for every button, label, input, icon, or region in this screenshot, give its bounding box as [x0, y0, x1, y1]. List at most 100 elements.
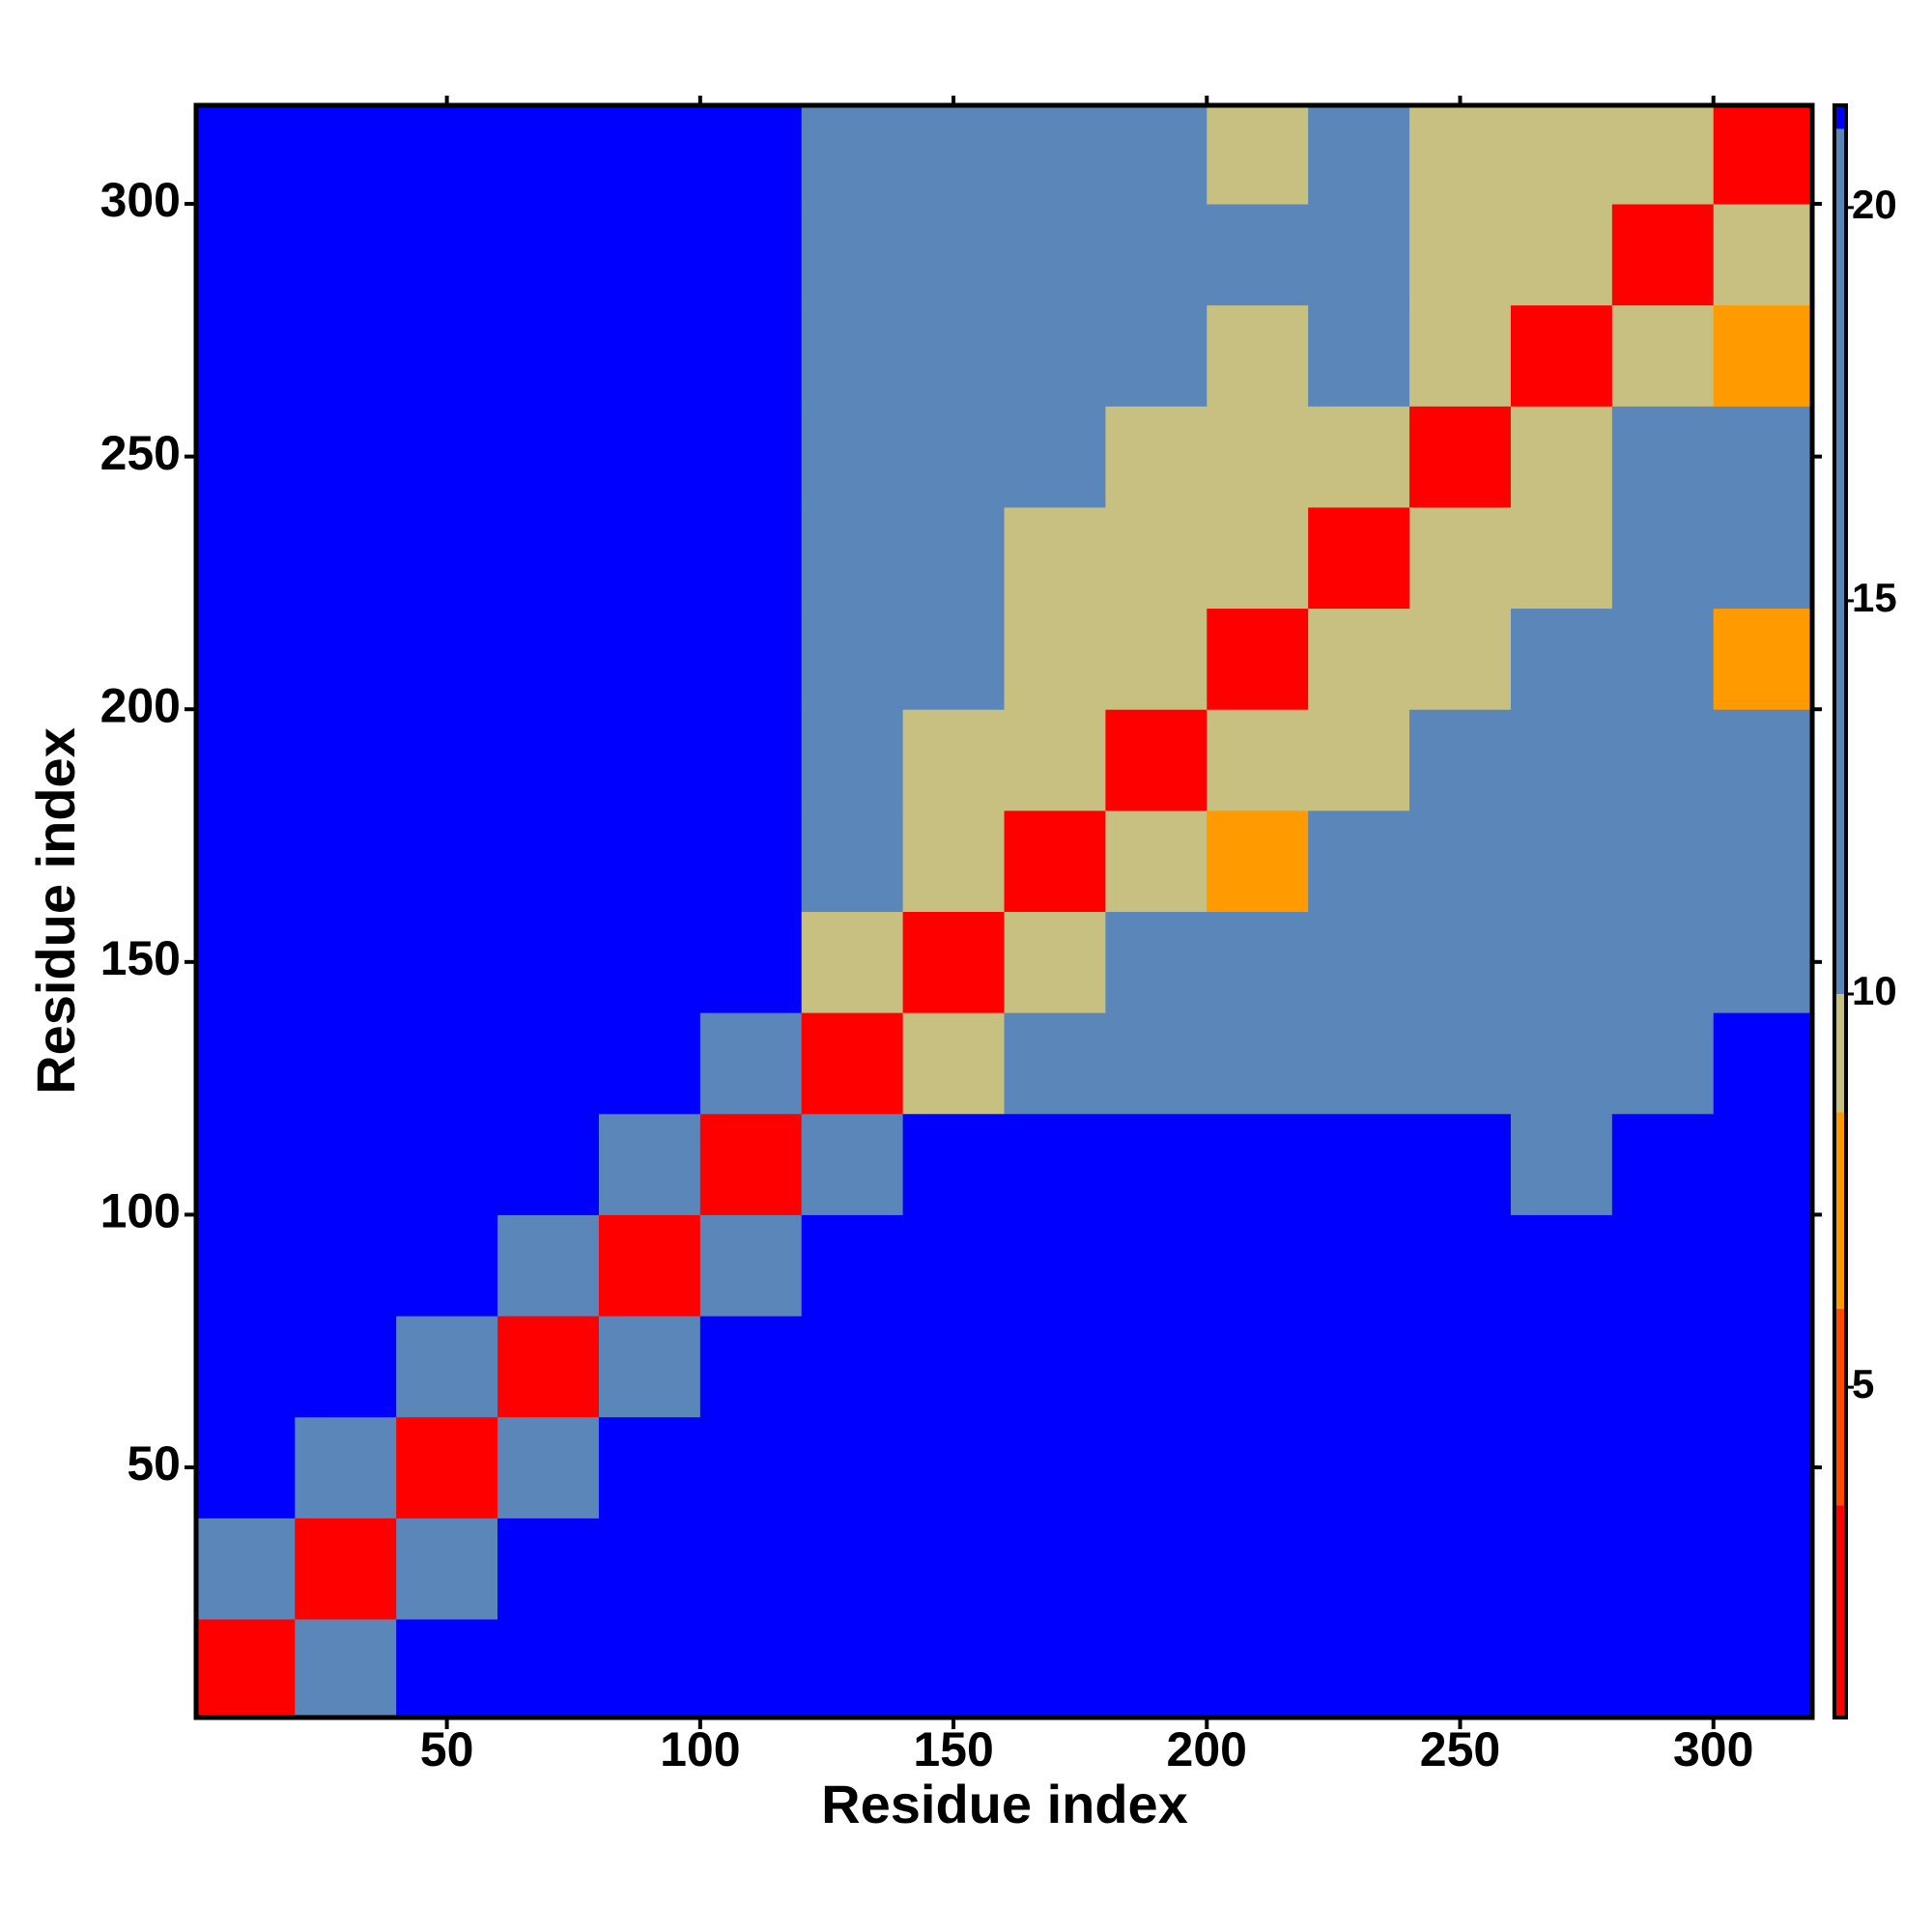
colorbar-band	[1834, 993, 1846, 1113]
heatmap-cell	[801, 304, 904, 407]
heatmap-cell	[1308, 1113, 1410, 1215]
heatmap-cell	[1510, 1214, 1613, 1317]
heatmap-cell	[699, 1214, 803, 1317]
heatmap-cell	[1004, 105, 1106, 205]
heatmap-cell	[396, 911, 498, 1013]
heatmap-cell	[1611, 1416, 1715, 1519]
heatmap-cell	[1409, 810, 1512, 912]
heatmap-cell	[1611, 506, 1715, 610]
heatmap-cell	[497, 406, 600, 508]
y-tick-label: 250	[100, 426, 181, 480]
heatmap-cell	[902, 810, 1005, 912]
heatmap-cell	[1611, 1618, 1715, 1718]
heatmap-cell	[1409, 105, 1512, 205]
heatmap-cell	[1611, 608, 1715, 710]
heatmap-cell	[497, 304, 600, 407]
heatmap-cell	[801, 1518, 904, 1620]
heatmap-cell	[1207, 304, 1309, 407]
heatmap-cell	[497, 1012, 600, 1115]
heatmap-cell	[396, 204, 498, 306]
heatmap-cell	[295, 1316, 397, 1418]
heatmap-cell	[1409, 1316, 1512, 1418]
heatmap-cell	[1713, 1618, 1812, 1718]
heatmap-cell	[1611, 105, 1715, 205]
x-tick-label: 150	[913, 1722, 993, 1776]
heatmap-cell	[1611, 1316, 1715, 1418]
heatmap-cell	[1207, 204, 1309, 306]
heatmap-cell	[902, 1416, 1005, 1519]
x-tick-label: 300	[1673, 1722, 1753, 1776]
heatmap-cell	[1611, 1012, 1715, 1115]
heatmap-cell	[1308, 810, 1410, 912]
heatmap-cell	[699, 810, 803, 912]
heatmap-cell	[196, 204, 296, 306]
y-tick-label: 200	[100, 678, 181, 732]
heatmap-cell	[1105, 810, 1208, 912]
heatmap-cell	[196, 1214, 296, 1317]
heatmap-cell	[902, 1113, 1005, 1215]
heatmap-cell	[396, 1012, 498, 1115]
heatmap-cell	[1308, 506, 1410, 610]
heatmap-cell	[598, 105, 701, 205]
heatmap-cell	[1207, 406, 1309, 508]
heatmap-cell	[1004, 304, 1106, 407]
heatmap-cell	[1105, 304, 1208, 407]
heatmap-cell	[295, 1012, 397, 1115]
heatmap-cell	[1409, 709, 1512, 811]
heatmap-cell	[1713, 304, 1812, 407]
heatmap-cell	[295, 810, 397, 912]
heatmap-cell	[1308, 1316, 1410, 1418]
heatmap-cell	[295, 304, 397, 407]
colorbar-band	[1834, 1505, 1846, 1718]
heatmap-cell	[196, 1113, 296, 1215]
heatmap-cell	[497, 810, 600, 912]
heatmap-cell	[1409, 608, 1512, 710]
heatmap-cell	[497, 1214, 600, 1317]
heatmap-cell	[598, 1316, 701, 1418]
heatmap-cell	[396, 1113, 498, 1215]
heatmap-cell	[1207, 810, 1309, 912]
heatmap-cell	[196, 406, 296, 508]
heatmap-cell	[497, 1316, 600, 1418]
heatmap-cell	[1004, 1316, 1106, 1418]
heatmap-cell	[1004, 709, 1106, 811]
heatmap-cell	[1207, 1214, 1309, 1317]
heatmap-cell	[1105, 406, 1208, 508]
heatmap-cell	[1105, 709, 1208, 811]
heatmap-cell	[396, 1416, 498, 1519]
heatmap-cell	[497, 204, 600, 306]
heatmap-cell	[1713, 911, 1812, 1013]
heatmap-cell	[1105, 1316, 1208, 1418]
heatmap-cell	[902, 304, 1005, 407]
heatmap-cell	[1409, 1113, 1512, 1215]
heatmap-cell	[699, 204, 803, 306]
heatmap-cell	[801, 1012, 904, 1115]
heatmap-cell	[902, 1518, 1005, 1620]
heatmap-cell	[1105, 105, 1208, 205]
colorbar-tick-label: 5	[1852, 1361, 1874, 1406]
heatmap-cell	[1004, 406, 1106, 508]
heatmap-cell	[1409, 1012, 1512, 1115]
heatmap-cell	[902, 406, 1005, 508]
heatmap-cell	[1105, 911, 1208, 1013]
heatmap-cell	[1409, 1416, 1512, 1519]
heatmap-cell	[196, 105, 296, 205]
heatmap-cell	[396, 1214, 498, 1317]
heatmap-cell	[396, 810, 498, 912]
heatmap-cell	[1713, 406, 1812, 508]
heatmap-cell	[1713, 105, 1812, 205]
heatmap-cell	[598, 810, 701, 912]
heatmap-cell	[396, 105, 498, 205]
x-axis-title: Residue index	[821, 1774, 1188, 1834]
heatmap-cell	[1004, 506, 1106, 610]
heatmap-cell	[801, 1113, 904, 1215]
heatmap-cell	[295, 406, 397, 508]
heatmap-cell	[1611, 1113, 1715, 1215]
heatmap-cell	[598, 1618, 701, 1718]
heatmap-cell	[196, 1316, 296, 1418]
heatmap-cell	[699, 709, 803, 811]
heatmap-cell	[598, 1416, 701, 1519]
heatmap-cell	[1308, 1618, 1410, 1718]
heatmap-cell	[1207, 1012, 1309, 1115]
heatmap-cell	[1713, 810, 1812, 912]
